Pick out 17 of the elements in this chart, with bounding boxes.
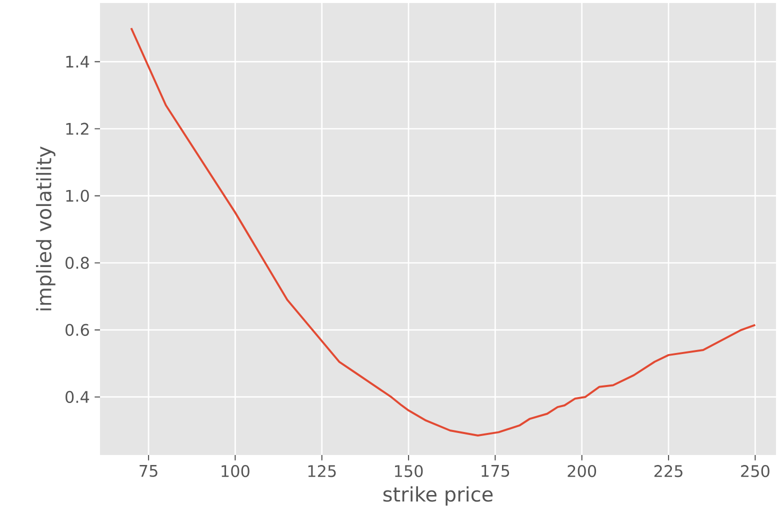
x-tick-label: 125 bbox=[308, 465, 336, 478]
y-tick-label: 1.4 bbox=[66, 56, 90, 68]
x-tick-label: 150 bbox=[395, 465, 423, 478]
y-tick-label: 0.4 bbox=[66, 390, 90, 404]
x-tick-label: 200 bbox=[568, 465, 596, 478]
y-tick-label: 1.0 bbox=[66, 190, 89, 202]
y-tick-label: 0.6 bbox=[66, 324, 89, 336]
line-series bbox=[130, 27, 756, 437]
x-tick-label: 100 bbox=[222, 465, 250, 478]
x-axis-title: strike price bbox=[383, 486, 493, 506]
x-tick-label: 225 bbox=[654, 465, 682, 478]
x-tick-label: 175 bbox=[482, 465, 510, 477]
y-axis-title: implied volatility bbox=[36, 146, 56, 310]
y-tick-label: 1.2 bbox=[66, 122, 88, 135]
y-tick-label: 0.8 bbox=[66, 256, 89, 269]
x-tick-label: 250 bbox=[741, 465, 770, 478]
x-tick-label: 75 bbox=[140, 465, 158, 477]
